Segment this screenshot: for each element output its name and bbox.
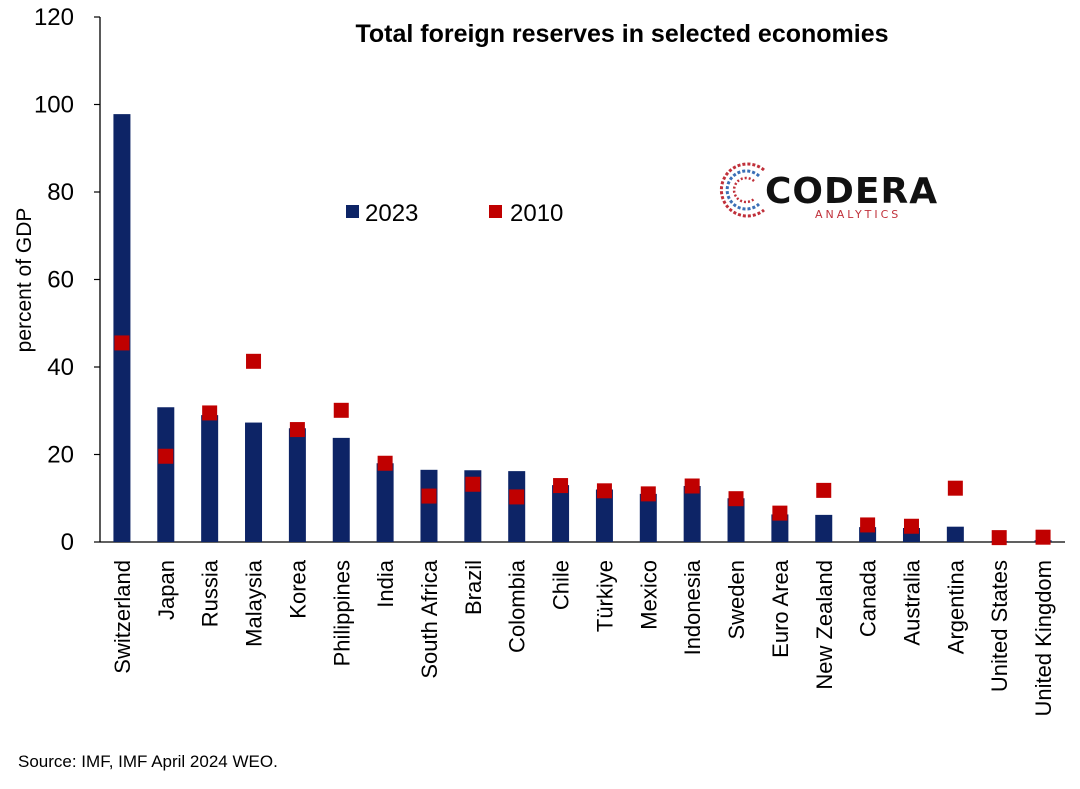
bar-2023 bbox=[946, 526, 964, 542]
axes bbox=[94, 16, 1065, 543]
markers-2010 bbox=[114, 335, 1051, 546]
logo-wordmark: CODERA bbox=[765, 171, 938, 212]
marker-2010 bbox=[860, 517, 876, 533]
y-tick-labels: 0 20 40 60 80 100 120 bbox=[34, 4, 74, 556]
marker-2010 bbox=[640, 486, 656, 502]
legend-swatch-2023 bbox=[346, 205, 359, 218]
x-tick-label: Australia bbox=[899, 559, 924, 645]
legend-label-2023: 2023 bbox=[365, 200, 418, 227]
y-tick-label: 0 bbox=[61, 529, 74, 556]
x-tick-labels: Switzerland Japan Russia Malaysia Korea Phili… bbox=[110, 559, 1056, 716]
x-tick-label: Canada bbox=[856, 559, 881, 637]
y-tick-label: 60 bbox=[47, 267, 74, 294]
legend-label-2010: 2010 bbox=[510, 200, 563, 227]
x-tick-label: Russia bbox=[198, 559, 223, 627]
marker-2010 bbox=[553, 478, 569, 494]
x-tick-label: Sweden bbox=[724, 560, 749, 640]
marker-2010 bbox=[421, 488, 437, 504]
x-tick-label: Mexico bbox=[636, 560, 661, 630]
marker-2010 bbox=[289, 422, 305, 438]
marker-2010 bbox=[158, 448, 174, 464]
marker-2010 bbox=[947, 480, 963, 496]
legend: 2023 2010 bbox=[346, 200, 563, 227]
bar-2023 bbox=[595, 489, 613, 542]
x-tick-label: Argentina bbox=[943, 559, 968, 654]
x-tick-label: Switzerland bbox=[110, 560, 135, 674]
x-tick-label: Colombia bbox=[505, 559, 530, 653]
marker-2010 bbox=[1035, 529, 1051, 545]
codera-logo: CODERA ANALYTICS bbox=[719, 162, 938, 221]
x-tick-label: Euro Area bbox=[768, 559, 793, 658]
y-tick-label: 120 bbox=[34, 4, 74, 31]
x-tick-label: New Zealand bbox=[812, 560, 837, 690]
bar-2023 bbox=[815, 514, 833, 542]
marker-2010 bbox=[772, 505, 788, 521]
marker-2010 bbox=[465, 476, 481, 492]
marker-2010 bbox=[333, 402, 349, 418]
logo-subtitle: ANALYTICS bbox=[815, 208, 901, 221]
marker-2010 bbox=[684, 478, 700, 494]
marker-2010 bbox=[114, 335, 130, 351]
marker-2010 bbox=[202, 405, 218, 421]
bar-2023 bbox=[332, 437, 350, 542]
bar-2023 bbox=[552, 485, 570, 542]
chart-title: Total foreign reserves in selected econo… bbox=[355, 20, 888, 48]
bar-2023 bbox=[683, 486, 701, 542]
x-tick-label: Malaysia bbox=[242, 559, 267, 647]
y-tick-label: 80 bbox=[47, 179, 74, 206]
bar-2023 bbox=[113, 114, 131, 542]
marker-2010 bbox=[903, 518, 919, 534]
y-tick-label: 40 bbox=[47, 354, 74, 381]
x-tick-label: South Africa bbox=[417, 559, 442, 678]
bar-2023 bbox=[288, 428, 306, 542]
marker-2010 bbox=[509, 489, 525, 505]
x-tick-label: Türkiye bbox=[592, 560, 617, 632]
bar-2023 bbox=[376, 463, 394, 542]
x-tick-label: Philippines bbox=[329, 560, 354, 666]
y-axis-label: percent of GDP bbox=[13, 208, 36, 353]
bar-2023 bbox=[157, 407, 175, 542]
x-tick-label: Chile bbox=[549, 560, 574, 610]
bar-2023 bbox=[201, 415, 219, 542]
bar-2023 bbox=[508, 471, 526, 542]
marker-2010 bbox=[991, 530, 1007, 546]
bar-2023 bbox=[245, 422, 263, 542]
x-tick-label: Brazil bbox=[461, 560, 486, 615]
marker-2010 bbox=[377, 455, 393, 471]
bar-2023 bbox=[639, 493, 657, 542]
marker-2010 bbox=[728, 491, 744, 507]
x-tick-label: United States bbox=[987, 560, 1012, 692]
marker-2010 bbox=[596, 483, 612, 499]
logo-mark-icon bbox=[719, 162, 765, 218]
bar-2023 bbox=[727, 498, 745, 542]
source-note: Source: IMF, IMF April 2024 WEO. bbox=[18, 752, 278, 771]
y-tick-label: 20 bbox=[47, 442, 74, 469]
bar-2023 bbox=[420, 469, 438, 542]
y-tick-label: 100 bbox=[34, 92, 74, 119]
x-tick-label: Indonesia bbox=[680, 559, 705, 655]
bar-2023 bbox=[771, 514, 789, 542]
x-tick-label: India bbox=[373, 559, 398, 607]
x-tick-label: Korea bbox=[285, 559, 310, 618]
legend-swatch-2010 bbox=[489, 205, 502, 218]
marker-2010 bbox=[816, 482, 832, 498]
marker-2010 bbox=[246, 353, 262, 369]
x-tick-label: Japan bbox=[154, 560, 179, 620]
x-tick-label: United Kingdom bbox=[1031, 560, 1056, 717]
